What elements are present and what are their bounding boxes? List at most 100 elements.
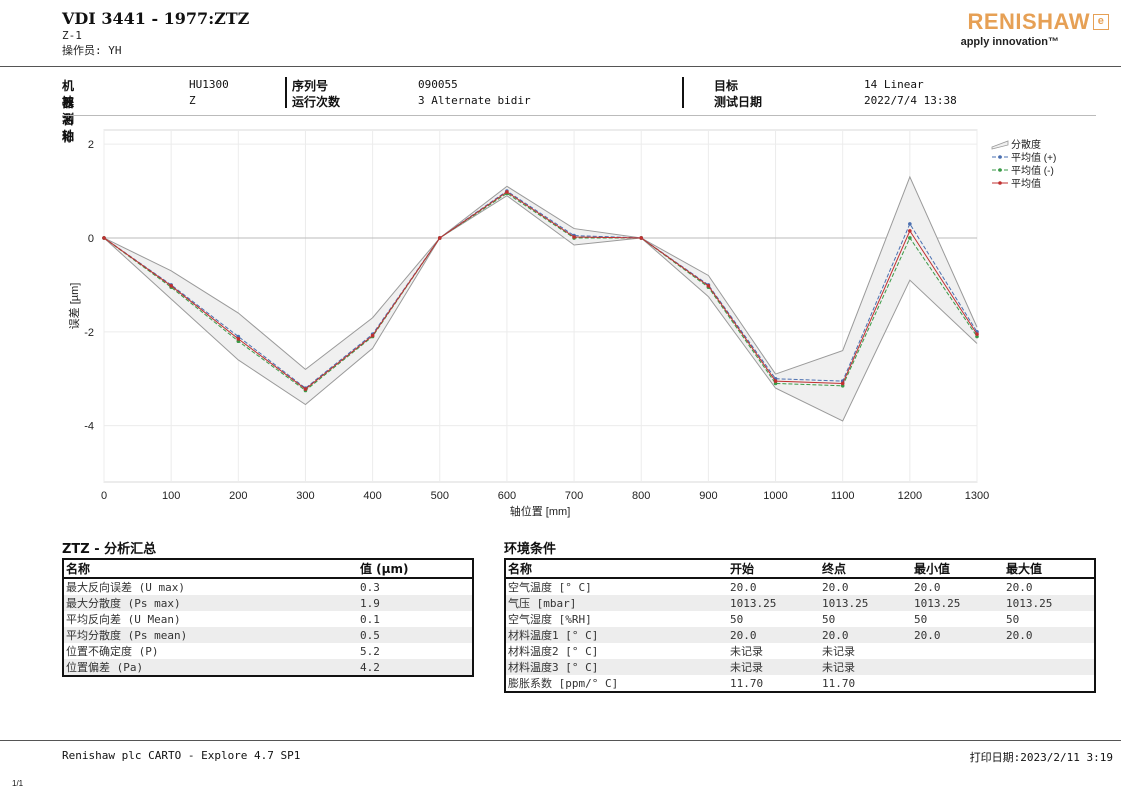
data-point: [437, 236, 442, 240]
date-label: 测试日期: [714, 95, 763, 109]
data-point: [975, 332, 979, 336]
cell: 20.0: [730, 580, 757, 594]
cell: 50: [914, 612, 928, 626]
logo-tagline: apply innovation™: [960, 36, 1059, 48]
table-row: 最大反向误差 (U max) 0.3: [63, 578, 473, 595]
analysis-header-name: 名称: [63, 559, 358, 579]
x-tick-label: 500: [431, 490, 449, 502]
footer-software: Renishaw plc CARTO - Explore 4.7 SP1: [62, 749, 301, 762]
cell: 位置不确定度 (P): [66, 645, 159, 658]
legend-label: 平均值: [1011, 177, 1041, 190]
table-row: 空气湿度 [%RH] 50 50 50 50: [505, 611, 1095, 627]
x-tick-label: 1300: [965, 490, 989, 502]
x-tick-label: 300: [296, 490, 314, 502]
dispersion-upper: [103, 175, 978, 375]
data-point: [908, 236, 912, 240]
y-axis-label: 误差 [µm]: [67, 283, 81, 330]
legend-label: 平均值 (-): [1011, 164, 1054, 177]
footer-print-date: 打印日期:2023/2/11 3:19: [969, 751, 1113, 764]
cell: 50: [822, 612, 836, 626]
cell: 11.70: [730, 676, 764, 690]
table-row: 材料温度1 [° C] 20.0 20.0 20.0 20.0: [505, 627, 1095, 643]
axis-label: 被测轴: [62, 95, 75, 143]
legend-label: 分散度: [1011, 138, 1041, 151]
cell: 1013.25: [1004, 595, 1095, 611]
cell: 未记录: [728, 659, 820, 675]
serial-value: 090055: [418, 78, 458, 91]
y-tick-label: 2: [88, 139, 94, 151]
cell: 空气温度 [° C]: [508, 581, 592, 594]
cell: 材料温度2 [° C]: [508, 645, 599, 658]
cell: 0.5: [358, 627, 473, 643]
cell: 4.2: [358, 659, 473, 676]
series-line: [103, 192, 978, 392]
y-tick-label: -2: [84, 327, 94, 339]
series-lines: [102, 189, 979, 393]
dispersion-lower: [103, 195, 978, 422]
logo-text: RENISHAW: [967, 9, 1090, 34]
data-point: [370, 333, 375, 338]
cell: 最大分散度 (Ps max): [63, 595, 358, 611]
x-tick-label: 700: [565, 490, 583, 502]
target-value: 14 Linear: [864, 78, 924, 91]
cell: 1013.25: [912, 595, 1004, 611]
cell: [1004, 643, 1095, 659]
table-row: 位置不确定度 (P) 5.2: [63, 643, 473, 659]
cell: 20.0: [912, 627, 1004, 643]
x-tick-label: 0: [101, 490, 107, 502]
table-row: 气压 [mbar] 1013.25 1013.25 1013.25 1013.25: [505, 595, 1095, 611]
cell: 0.3: [360, 580, 380, 594]
cell: 膨胀系数 [ppm/° C]: [508, 677, 619, 690]
analysis-table: 名称 值 (µm) 最大反向误差 (U max) 0.3 最大分散度 (Ps ma…: [62, 558, 474, 677]
cell: 未记录: [822, 645, 855, 658]
date-value: 2022/7/4 13:38: [864, 94, 957, 107]
x-tick-label: 400: [363, 490, 381, 502]
x-tick-label: 800: [632, 490, 650, 502]
cell: 0.1: [360, 612, 380, 626]
cell: 材料温度3 [° C]: [505, 659, 728, 675]
info-separator-2: [682, 77, 684, 108]
x-tick-labels: 0 100 200 300 400 500 600 700 800 900 1000 1100 1200…: [101, 490, 989, 502]
legend-label: 平均值 (+): [1011, 151, 1056, 164]
cell: 空气湿度 [%RH]: [508, 613, 592, 626]
cell: 未记录: [820, 659, 912, 675]
report-title: VDI 3441 - 1977:ZTZ: [62, 9, 250, 28]
x-tick-label: 1200: [898, 490, 922, 502]
x-tick-label: 200: [229, 490, 247, 502]
cell: [912, 659, 1004, 675]
cell: 1013.25: [728, 595, 820, 611]
legend-marker: [998, 168, 1002, 172]
data-point: [908, 222, 912, 226]
cell: 50: [730, 612, 744, 626]
cell: 未记录: [730, 645, 763, 658]
legend-marker: [998, 155, 1002, 159]
env-header-min: 最小值: [912, 559, 1004, 579]
env-header-name: 名称: [505, 559, 728, 579]
data-point: [773, 379, 778, 383]
legend-item-series: 平均值 (-): [992, 164, 1054, 177]
x-tick-label: 1000: [763, 490, 787, 502]
cell: 50: [1006, 612, 1020, 626]
table-row: 位置偏差 (Pa) 4.2: [63, 659, 473, 676]
cell: 5.2: [360, 644, 380, 658]
cell: 平均分散度 (Ps mean): [63, 627, 358, 643]
grid: [103, 130, 978, 482]
environment-title: 环境条件: [504, 542, 557, 557]
table-row: 材料温度2 [° C] 未记录 未记录: [505, 643, 1095, 659]
cell: 11.70: [822, 676, 856, 690]
runs-value: 3 Alternate bidir: [418, 94, 531, 107]
data-point: [706, 284, 711, 288]
target-label: 目标: [714, 79, 739, 93]
cell: 平均反向差 (U Mean): [66, 613, 181, 626]
series-line: [103, 190, 978, 389]
cell: 最大反向误差 (U max): [66, 581, 185, 594]
cell: 20.0: [1004, 627, 1095, 643]
page-number: 1/1: [12, 779, 24, 788]
cell: 1013.25: [820, 595, 912, 611]
data-point: [303, 387, 308, 391]
info-divider: [62, 115, 1096, 116]
footer-divider: [0, 740, 1121, 741]
cell: [1004, 659, 1095, 675]
legend-marker: [998, 181, 1002, 185]
env-header-end: 终点: [820, 559, 912, 579]
